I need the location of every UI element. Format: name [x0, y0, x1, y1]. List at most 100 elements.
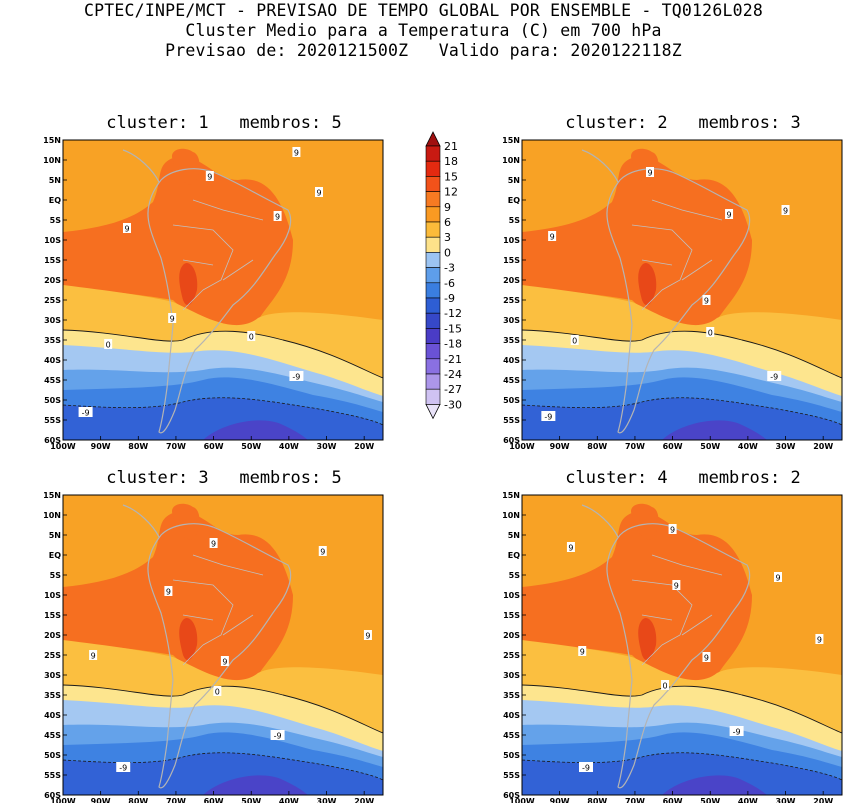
lat-tick-label: 15N: [502, 136, 520, 145]
contour-label-box: [725, 209, 734, 219]
contour-labels: 9 9 9 9 9 9 0 0 -9 -9 9 9 9 9 9 0 0 -9 -9 9 9 9 9 9 9 0 -9 -9 9 9 9 9 9 9…: [78, 147, 824, 773]
header-line-2: Cluster Medio para a Temperatura (C) em …: [185, 21, 662, 40]
colorbar-label: -24: [444, 368, 462, 381]
lon-tick-label: 80W: [128, 797, 148, 803]
contour-label: 9: [207, 173, 212, 182]
lat-tick-label: 10N: [43, 156, 61, 165]
contour-label-box: [661, 680, 670, 690]
contour-label-box: [89, 650, 98, 660]
lat-tick-label: 55S: [503, 771, 520, 780]
contour-label-box: [702, 295, 711, 305]
lat-tick-label: 15N: [502, 491, 520, 500]
lon-tick-label: 30W: [776, 442, 796, 451]
contour-label: 9: [783, 207, 788, 216]
lat-tick-label: EQ: [508, 551, 520, 560]
lat-tick-label: EQ: [49, 551, 61, 560]
lat-tick-label: 5S: [509, 216, 521, 225]
lat-tick-label: EQ: [49, 196, 61, 205]
lat-tick-label: 55S: [44, 771, 61, 780]
lon-tick-label: 50W: [241, 797, 261, 803]
lon-tick-label: 70W: [625, 442, 645, 451]
map-panel-4: [521, 494, 843, 796]
contour-label: 9: [727, 211, 732, 220]
colorbar-swatch: [425, 312, 441, 329]
lat-tick-label: 15S: [44, 256, 61, 265]
lon-tick-label: 40W: [738, 442, 758, 451]
lon-tick-label: 90W: [550, 442, 570, 451]
colorbar-label: 0: [444, 246, 451, 259]
contour-label: -9: [119, 764, 127, 773]
contour-label: 9: [674, 582, 679, 591]
colorbar-label: 9: [444, 201, 451, 214]
contour-label-box: [548, 231, 557, 241]
colorbar-swatch: [425, 176, 441, 192]
lat-tick-label: 5S: [50, 571, 62, 580]
contour-label-box: [289, 371, 304, 381]
lat-tick-label: 40S: [503, 356, 520, 365]
colorbar-swatch: [425, 388, 441, 405]
lat-tick-label: 35S: [44, 691, 61, 700]
colorbar-swatch: [425, 297, 441, 314]
lat-tick-label: 30S: [503, 671, 520, 680]
colorbar-swatch: [425, 221, 441, 238]
lat-tick-label: 25S: [44, 651, 61, 660]
contour-label-box: [315, 187, 323, 197]
contour-label-box: [578, 646, 587, 656]
lat-tick-label: 40S: [44, 356, 61, 365]
contour-label-box: [706, 327, 715, 337]
contour-label: 0: [572, 337, 577, 346]
lat-tick-label: 15S: [503, 256, 520, 265]
lat-tick-label: 5S: [509, 571, 521, 580]
colorbar-swatch: [425, 328, 441, 344]
lon-tick-label: 50W: [700, 442, 720, 451]
contour-label: 9: [211, 540, 216, 549]
colorbar-label: -3: [444, 262, 455, 275]
lon-tick-label: 50W: [700, 797, 720, 803]
lat-tick-label: 40S: [44, 711, 61, 720]
panel-title-2: cluster: 2 membros: 3: [565, 113, 801, 133]
panel-title-4: cluster: 4 membros: 2: [565, 468, 801, 488]
lon-tick-label: 100W: [509, 797, 535, 803]
colorbar-label: -21: [444, 353, 462, 366]
arrow-up-icon: [425, 131, 441, 147]
colorbar-label: -15: [444, 322, 462, 335]
contour-label: 9: [647, 169, 652, 178]
contour-label-box: [168, 313, 177, 323]
contour-label: 9: [294, 149, 299, 158]
lat-tick-label: 50S: [44, 396, 61, 405]
lat-tick-label: 25S: [503, 296, 520, 305]
lat-tick-label: 45S: [44, 731, 61, 740]
contour-label: 0: [663, 682, 668, 691]
lon-tick-label: 80W: [587, 442, 607, 451]
colorbar-swatch: [425, 145, 441, 162]
lat-tick-label: 30S: [44, 671, 61, 680]
map-panel-3: [62, 494, 384, 796]
lat-tick-label: 35S: [503, 336, 520, 345]
colorbar-swatch: [425, 343, 441, 360]
lon-tick-label: 90W: [91, 442, 111, 451]
colorbar-label: -9: [444, 292, 455, 305]
contour-label: -9: [292, 373, 300, 382]
lat-tick-label: 5N: [508, 531, 520, 540]
lat-tick-label: 50S: [503, 396, 520, 405]
contour-label-box: [781, 205, 790, 215]
contour-label-box: [104, 339, 113, 349]
contour-label-box: [292, 147, 301, 157]
contour-label: 9: [320, 548, 325, 557]
panel-title-3: cluster: 3 membros: 5: [106, 468, 342, 488]
contour-label-box: [123, 223, 131, 233]
lat-tick-label: 60S: [44, 436, 61, 445]
lat-tick-label: 10N: [502, 156, 520, 165]
lon-tick-label: 40W: [279, 442, 299, 451]
colorbar-label: -12: [444, 307, 462, 320]
lat-tick-label: 5S: [50, 216, 62, 225]
lon-tick-label: 30W: [776, 797, 796, 803]
contour-label: 9: [550, 233, 555, 242]
contour-label-box: [815, 634, 824, 644]
lon-tick-label: 60W: [204, 797, 224, 803]
lat-tick-label: 50S: [503, 751, 520, 760]
colorbar-label: 3: [444, 231, 451, 244]
lon-tick-label: 60W: [663, 442, 683, 451]
contour-label: 0: [708, 329, 713, 338]
